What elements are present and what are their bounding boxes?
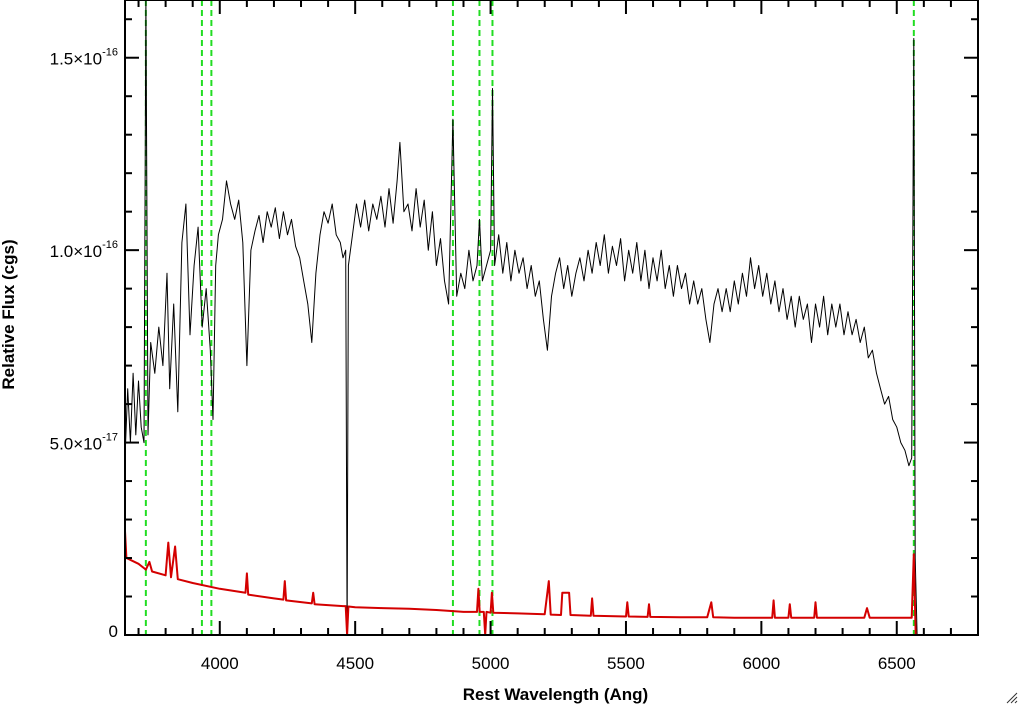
x-tick-label: 5500 — [607, 654, 645, 673]
y-tick-label: 1.5×10-16 — [50, 47, 118, 69]
x-axis-title: Rest Wavelength (Ang) — [463, 685, 648, 704]
model-spectrum-line — [125, 531, 978, 635]
object-spectrum-line — [125, 0, 918, 635]
spectrum-series — [125, 0, 978, 635]
y-tick-label: 1.0×10-16 — [50, 239, 118, 261]
y-axis-title: Relative Flux (cgs) — [0, 239, 18, 389]
y-tick-label: 0 — [109, 622, 118, 641]
x-tick-label: 6000 — [742, 654, 780, 673]
plot-frame — [124, 0, 979, 636]
y-tick-label: 5.0×10-17 — [50, 432, 118, 454]
emission-line-markers — [144, 0, 915, 635]
x-tick-label: 4500 — [336, 654, 374, 673]
y-tick-labels: 0 5.0×10-17 1.0×10-16 1.5×10-16 — [50, 47, 118, 641]
x-tick-label: 6500 — [878, 654, 916, 673]
axis-ticks — [125, 0, 978, 635]
x-tick-label: 5000 — [472, 654, 510, 673]
x-tick-labels: 4000 4500 5000 5500 6000 6500 — [201, 654, 916, 673]
resize-grip-icon[interactable] — [1004, 690, 1018, 704]
x-tick-label: 4000 — [201, 654, 239, 673]
